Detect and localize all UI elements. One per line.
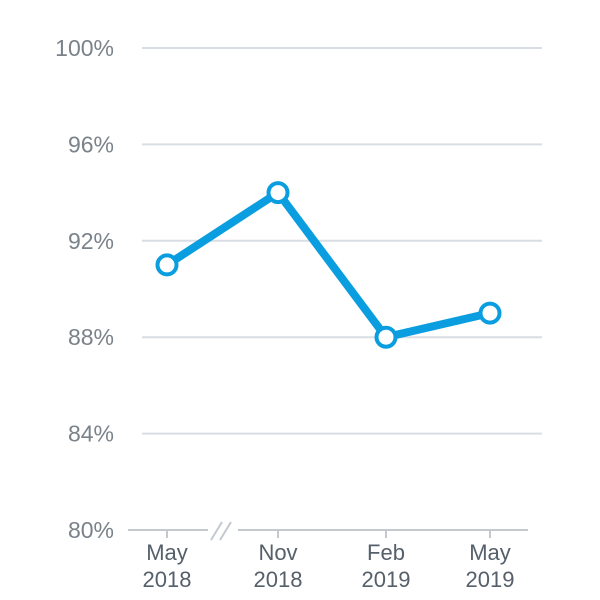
y-tick-label: 88%	[68, 324, 114, 350]
x-tick-month: Feb	[367, 540, 405, 565]
data-point	[155, 253, 179, 277]
data-point	[374, 325, 398, 349]
x-tick-year: 2019	[466, 567, 515, 592]
x-tick-label: Feb 2019	[362, 540, 411, 592]
x-tick-year: 2018	[254, 567, 303, 592]
x-tick-label: May 2018	[143, 540, 192, 592]
axis-break-mark	[208, 520, 238, 541]
data-points	[155, 181, 502, 349]
y-tick-label: 96%	[68, 131, 114, 157]
x-tick-month: May	[146, 540, 188, 565]
data-point	[478, 301, 502, 325]
y-tick-label: 92%	[68, 228, 114, 254]
y-tick-label: 80%	[68, 517, 114, 543]
x-tick-label: Nov 2018	[254, 540, 303, 592]
x-tick-label: May 2019	[466, 540, 515, 592]
y-axis-ticks: 80% 84% 88% 92% 96% 100%	[55, 35, 114, 543]
x-tick-year: 2018	[143, 567, 192, 592]
x-tick-month: Nov	[258, 540, 297, 565]
y-tick-label: 84%	[68, 421, 114, 447]
x-tick-year: 2019	[362, 567, 411, 592]
x-tick-month: May	[469, 540, 511, 565]
data-point	[266, 181, 290, 205]
y-tick-label: 100%	[55, 35, 114, 61]
series-line	[163, 188, 494, 342]
